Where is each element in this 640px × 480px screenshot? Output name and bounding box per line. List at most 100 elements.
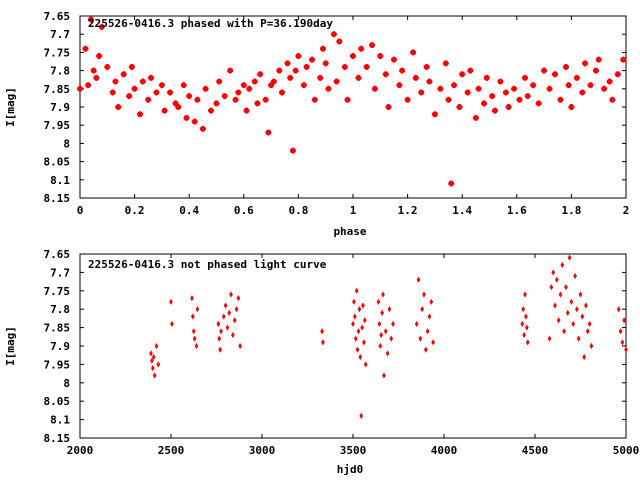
data-point bbox=[161, 107, 168, 114]
x-tick-label: 2500 bbox=[158, 444, 185, 457]
data-point bbox=[564, 284, 568, 291]
data-point bbox=[423, 346, 428, 353]
data-point bbox=[426, 78, 433, 85]
data-point bbox=[530, 82, 537, 89]
data-point bbox=[614, 71, 621, 78]
data-point bbox=[429, 298, 434, 305]
unphased-light-curve-plot: 2000 2500 3000 3500 4000 4500 5000 7.65 7.7 7.75 7… bbox=[4, 248, 639, 476]
data-point bbox=[587, 320, 592, 328]
data-point bbox=[622, 317, 627, 324]
data-point bbox=[194, 96, 201, 103]
y-tick-label: 7.7 bbox=[50, 266, 70, 279]
data-point bbox=[557, 96, 564, 103]
data-point bbox=[425, 328, 430, 335]
data-point bbox=[524, 313, 528, 320]
data-point bbox=[284, 60, 291, 67]
data-point bbox=[126, 93, 133, 100]
data-point bbox=[389, 335, 394, 342]
phased-light-curve-plot: 0 0.2 0.4 0.6 0.8 1 1.2 1.4 1.6 1.8 2 7.65 7.7 7.75 7.… bbox=[4, 10, 629, 238]
data-point bbox=[584, 302, 588, 309]
data-point bbox=[93, 74, 100, 81]
data-point bbox=[589, 342, 594, 350]
data-point bbox=[595, 56, 602, 63]
data-point bbox=[238, 342, 243, 350]
data-point bbox=[358, 353, 363, 361]
data-point bbox=[223, 302, 228, 309]
data-point bbox=[582, 353, 586, 361]
y-axis-label: I[mag] bbox=[4, 87, 17, 127]
x-tick-label: 0.6 bbox=[234, 204, 254, 217]
data-point bbox=[399, 67, 406, 74]
data-point bbox=[472, 114, 479, 121]
plot-title: 225526-0416.3 not phased light curve bbox=[88, 258, 327, 271]
data-point bbox=[535, 100, 542, 107]
data-point bbox=[229, 291, 233, 298]
y-tick-label: 7.9 bbox=[50, 101, 70, 114]
data-point bbox=[183, 114, 190, 121]
data-point bbox=[336, 38, 343, 45]
data-point bbox=[251, 78, 258, 85]
data-point bbox=[90, 67, 97, 74]
data-point bbox=[418, 89, 425, 96]
data-point bbox=[618, 328, 623, 335]
data-point bbox=[325, 85, 332, 92]
data-point bbox=[289, 147, 296, 154]
data-point bbox=[227, 67, 234, 74]
y-tick-label: 7.7 bbox=[50, 28, 70, 41]
y-tick-label: 7.75 bbox=[44, 285, 71, 298]
data-point bbox=[225, 324, 230, 331]
data-point bbox=[350, 53, 356, 60]
data-point bbox=[459, 71, 466, 78]
data-point bbox=[396, 82, 403, 89]
x-tick-label: 1.8 bbox=[561, 204, 581, 217]
data-point bbox=[254, 100, 261, 107]
data-point bbox=[186, 93, 193, 100]
data-point bbox=[292, 67, 299, 74]
data-point bbox=[87, 16, 94, 23]
data-point bbox=[553, 302, 557, 309]
data-point bbox=[190, 295, 194, 302]
data-point bbox=[414, 320, 419, 328]
data-point bbox=[287, 74, 294, 81]
data-point bbox=[601, 85, 608, 92]
data-point bbox=[524, 93, 531, 100]
data-point bbox=[489, 93, 496, 100]
x-tick-label: 0.2 bbox=[125, 204, 145, 217]
x-tick-label: 3500 bbox=[340, 444, 367, 457]
data-point bbox=[377, 320, 382, 328]
y-tick-label: 7.8 bbox=[50, 303, 70, 316]
data-point bbox=[221, 93, 228, 100]
y-tick-label: 7.65 bbox=[44, 10, 71, 23]
data-point bbox=[521, 306, 526, 313]
data-point bbox=[580, 313, 585, 320]
data-point bbox=[180, 82, 187, 89]
data-point bbox=[387, 306, 392, 313]
data-point bbox=[576, 335, 581, 342]
data-point bbox=[358, 45, 365, 52]
data-point bbox=[262, 96, 269, 103]
data-point bbox=[616, 306, 621, 313]
data-point bbox=[219, 328, 223, 335]
x-axis-label: hjd0 bbox=[337, 463, 364, 476]
data-point bbox=[481, 100, 488, 107]
y-tick-label: 8.1 bbox=[50, 174, 70, 187]
data-point bbox=[371, 85, 378, 92]
data-point bbox=[497, 78, 504, 85]
plot-frame bbox=[79, 253, 627, 439]
y-tick-label: 8.05 bbox=[44, 156, 71, 169]
data-point bbox=[235, 89, 242, 96]
data-point bbox=[192, 335, 197, 342]
data-point bbox=[505, 104, 512, 110]
data-point bbox=[240, 82, 247, 89]
data-point bbox=[131, 85, 138, 92]
data-point bbox=[154, 342, 159, 350]
data-point bbox=[390, 56, 397, 63]
data-point bbox=[391, 320, 395, 328]
data-point bbox=[333, 78, 340, 85]
data-point bbox=[451, 82, 458, 89]
y-tick-label: 7.85 bbox=[44, 322, 71, 335]
data-point bbox=[137, 111, 144, 118]
y-tick-label: 8.15 bbox=[44, 432, 71, 445]
data-point bbox=[216, 78, 223, 85]
